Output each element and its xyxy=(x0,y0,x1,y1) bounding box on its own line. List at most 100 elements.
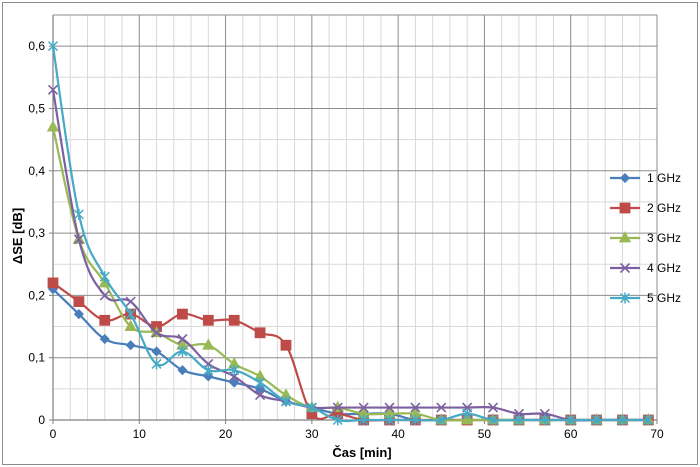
data-point xyxy=(125,296,136,307)
legend-marker xyxy=(618,231,632,243)
legend-label: 4 GHz xyxy=(647,261,681,275)
series-line xyxy=(52,288,649,422)
data-point xyxy=(255,390,266,401)
x-tick-label: 30 xyxy=(305,427,319,441)
data-point xyxy=(643,414,654,426)
y-axis-title: ΔSE [dB] xyxy=(10,208,25,264)
data-point xyxy=(280,395,292,407)
data-point xyxy=(99,290,110,301)
x-tick-label: 0 xyxy=(50,427,57,441)
data-point xyxy=(436,414,447,426)
data-point xyxy=(202,314,214,326)
legend: 1 GHz 2 GHz 3 GHz 4 GHz 5 GHz xyxy=(610,171,681,305)
data-point xyxy=(151,327,162,338)
data-point xyxy=(99,314,111,326)
data-point xyxy=(125,308,136,320)
data-point xyxy=(203,364,214,376)
legend-label: 5 GHz xyxy=(647,291,681,305)
data-point xyxy=(203,371,214,382)
legend-item: 2 GHz xyxy=(610,201,681,215)
series-3-ghz xyxy=(46,120,655,425)
legend-item: 4 GHz xyxy=(610,261,681,275)
data-point xyxy=(177,365,188,376)
data-point xyxy=(462,408,473,420)
data-point xyxy=(384,414,395,426)
data-point xyxy=(202,338,215,350)
data-point xyxy=(73,234,84,245)
data-point xyxy=(73,208,84,220)
x-tick-label: 20 xyxy=(219,427,233,441)
y-tick-label: 0,4 xyxy=(28,164,45,178)
y-tick-label: 0 xyxy=(38,413,45,427)
data-point xyxy=(46,120,60,132)
data-point xyxy=(488,414,499,426)
y-tick-label: 0,6 xyxy=(28,39,45,53)
series-layer xyxy=(46,40,655,426)
data-point xyxy=(384,402,395,413)
y-tick-labels: 0 0,1 0,2 0,3 0,4 0,5 0,6 xyxy=(28,39,45,427)
legend-label: 2 GHz xyxy=(647,201,681,215)
data-point xyxy=(255,377,266,389)
data-point xyxy=(228,314,240,326)
data-point xyxy=(410,414,421,426)
data-point xyxy=(487,402,499,413)
legend-item: 5 GHz xyxy=(610,291,681,305)
data-point xyxy=(591,414,602,426)
data-point xyxy=(151,346,162,357)
data-point xyxy=(229,364,240,376)
legend-item: 3 GHz xyxy=(610,231,681,245)
data-point xyxy=(99,333,110,345)
data-point xyxy=(539,414,550,426)
minor-gridlines xyxy=(53,14,657,420)
data-point xyxy=(306,402,317,414)
legend-marker xyxy=(619,292,631,304)
data-point xyxy=(410,402,421,413)
data-point xyxy=(565,414,576,426)
y-tick-label: 0,5 xyxy=(28,101,45,115)
x-tick-label: 70 xyxy=(650,427,664,441)
data-point xyxy=(513,414,524,426)
data-point xyxy=(358,414,369,426)
data-point xyxy=(229,377,240,388)
axes xyxy=(49,15,658,424)
x-tick-label: 40 xyxy=(391,427,405,441)
data-point xyxy=(358,402,369,413)
data-point xyxy=(177,345,188,357)
data-point xyxy=(47,277,59,289)
legend-label: 1 GHz xyxy=(647,171,681,185)
x-tick-label: 50 xyxy=(478,427,492,441)
legend-marker xyxy=(619,172,631,184)
data-point xyxy=(280,339,292,351)
data-point xyxy=(47,40,59,52)
major-gridlines xyxy=(52,14,658,421)
series-line xyxy=(52,282,649,422)
y-tick-label: 0,2 xyxy=(28,288,45,302)
x-tick-label: 60 xyxy=(564,427,578,441)
data-point xyxy=(73,296,85,308)
x-tick-labels: 0 10 20 30 40 50 60 70 xyxy=(50,427,664,441)
data-point xyxy=(151,358,162,370)
y-tick-label: 0,1 xyxy=(28,351,45,365)
series-5-ghz xyxy=(47,40,654,426)
data-point xyxy=(255,383,266,394)
x-tick-label: 10 xyxy=(133,427,147,441)
data-point xyxy=(617,414,628,426)
legend-marker xyxy=(619,262,631,274)
data-point xyxy=(436,402,447,413)
data-point xyxy=(73,309,84,320)
data-point xyxy=(177,333,188,345)
data-point xyxy=(124,319,137,331)
data-point xyxy=(177,308,188,320)
data-point xyxy=(254,327,266,339)
data-point xyxy=(99,271,110,283)
legend-marker xyxy=(619,202,631,214)
data-point xyxy=(47,84,59,95)
x-axis-title: Čas [min] xyxy=(332,445,391,460)
data-point xyxy=(332,414,343,426)
data-point xyxy=(332,402,343,413)
y-tick-label: 0,3 xyxy=(28,226,45,240)
legend-item: 1 GHz xyxy=(610,171,681,185)
legend-label: 3 GHz xyxy=(647,231,681,245)
data-point xyxy=(125,340,136,351)
